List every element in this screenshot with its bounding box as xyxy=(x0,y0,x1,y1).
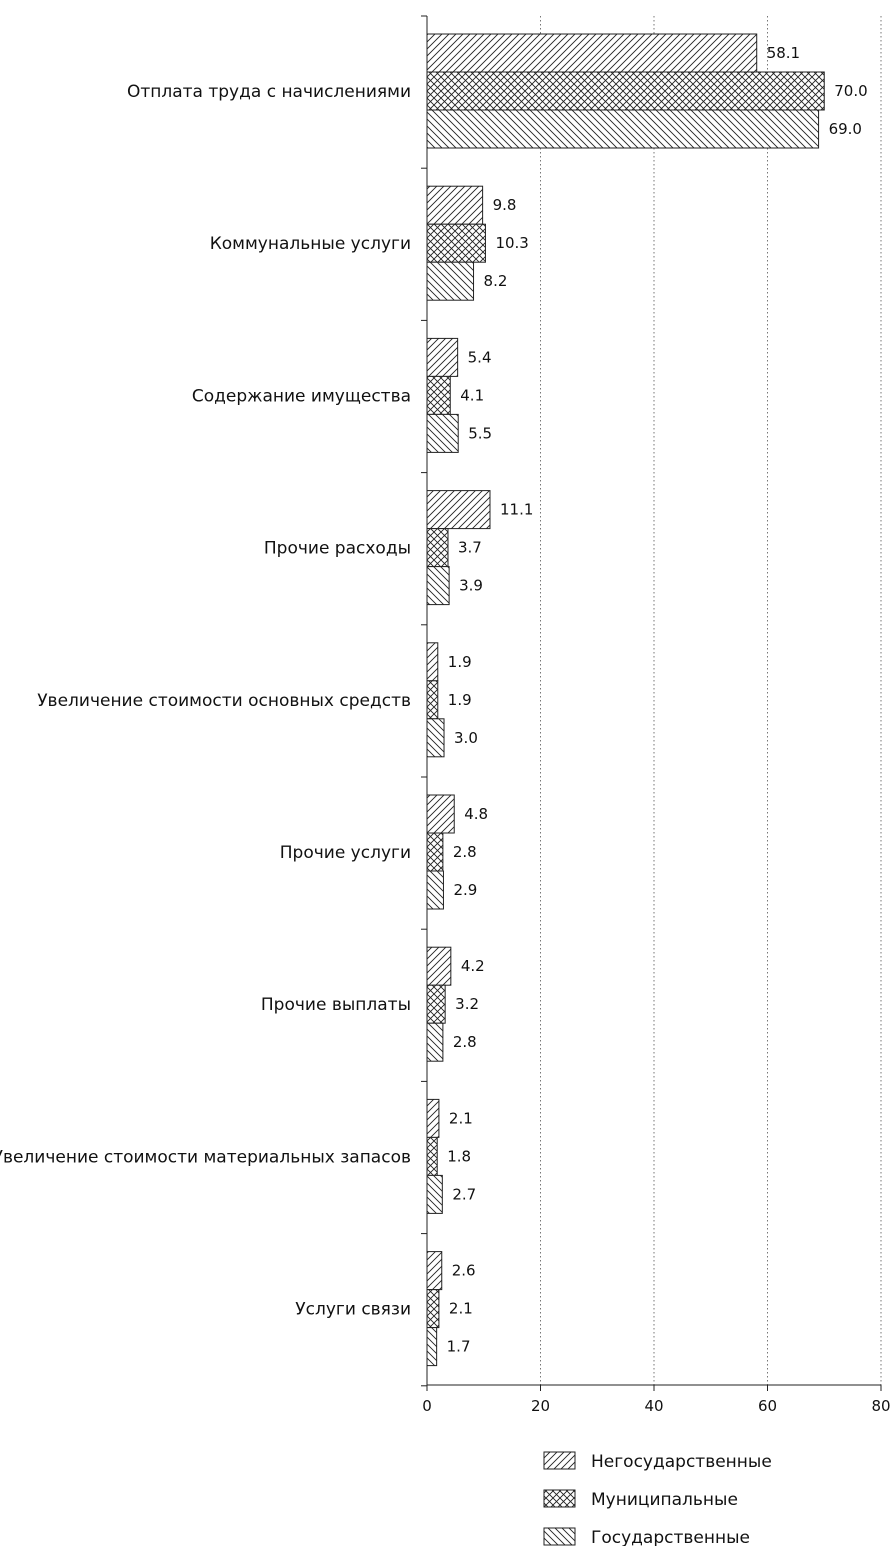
bar xyxy=(426,718,445,758)
data-label: 3.2 xyxy=(455,995,479,1013)
data-label: 2.8 xyxy=(453,1033,477,1051)
category-label: Отплата труда с начислениями xyxy=(127,82,411,102)
data-label: 11.1 xyxy=(500,501,533,519)
bar xyxy=(426,1022,444,1062)
bar xyxy=(426,794,455,834)
bar xyxy=(426,1174,443,1214)
data-label: 2.1 xyxy=(449,1109,473,1127)
category-label: Коммунальные услуги xyxy=(210,234,411,254)
bar xyxy=(426,185,484,225)
legend-label: Государственные xyxy=(591,1528,750,1546)
bar xyxy=(426,642,439,682)
data-label: 3.7 xyxy=(458,539,482,557)
bar xyxy=(426,1327,438,1367)
bar xyxy=(426,566,450,606)
category-label: Прочие расходы xyxy=(264,539,411,559)
category-label: Увеличение стоимости материальных запасо… xyxy=(0,1147,411,1167)
data-label: 58.1 xyxy=(767,44,800,62)
x-tick-label-80: 80 xyxy=(871,1397,890,1415)
data-label: 5.5 xyxy=(468,424,492,442)
bar xyxy=(426,1098,440,1138)
x-tick-label-60: 60 xyxy=(758,1397,777,1415)
data-label: 2.1 xyxy=(449,1300,473,1318)
bar xyxy=(426,680,439,720)
bar xyxy=(426,261,475,301)
bar xyxy=(426,946,452,986)
bar xyxy=(426,1136,438,1176)
data-label: 2.9 xyxy=(453,881,477,899)
bar xyxy=(426,71,825,111)
legend: Негосударственные Муниципальные Государств… xyxy=(543,1451,772,1546)
x-tick-label-0: 0 xyxy=(422,1397,432,1415)
data-label: 2.8 xyxy=(453,843,477,861)
data-label: 70.0 xyxy=(834,82,867,100)
category-label: Услуги связи xyxy=(295,1300,411,1320)
data-label: 2.7 xyxy=(452,1185,476,1203)
x-tick-label-40: 40 xyxy=(644,1397,663,1415)
data-label: 8.2 xyxy=(484,272,508,290)
labels: Отплата труда с начислениями 58.1 70.0 69.0… xyxy=(0,44,868,1356)
data-label: 4.2 xyxy=(461,957,485,975)
bar xyxy=(426,870,444,910)
grid xyxy=(540,16,882,1385)
category-label: Прочие услуги xyxy=(280,843,411,863)
bar xyxy=(426,337,459,377)
data-label: 9.8 xyxy=(493,196,517,214)
legend-swatch xyxy=(543,1489,576,1508)
legend-swatch xyxy=(543,1451,576,1470)
bar xyxy=(426,1251,443,1291)
bar xyxy=(426,375,451,415)
data-label: 3.0 xyxy=(454,729,478,747)
bar xyxy=(426,109,820,149)
legend-label: Муниципальные xyxy=(591,1490,738,1510)
data-label: 1.9 xyxy=(448,691,472,709)
bar xyxy=(426,984,446,1024)
legend-label: Негосударственные xyxy=(591,1452,772,1472)
bar xyxy=(426,832,444,872)
data-label: 1.9 xyxy=(448,653,472,671)
bars xyxy=(426,33,825,1367)
x-tick-label-20: 20 xyxy=(531,1397,550,1415)
bar xyxy=(426,33,758,73)
legend-swatch xyxy=(543,1527,576,1546)
category-label: Увеличение стоимости основных средств xyxy=(37,691,411,711)
data-label: 4.1 xyxy=(460,386,484,404)
data-label: 4.8 xyxy=(464,805,488,823)
data-label: 1.7 xyxy=(447,1338,471,1356)
bar xyxy=(426,490,491,530)
bar xyxy=(426,413,459,453)
category-label: Прочие выплаты xyxy=(261,995,411,1015)
bar xyxy=(426,223,486,263)
axes: 0 20 40 60 80 xyxy=(421,15,891,1415)
data-label: 2.6 xyxy=(452,1262,476,1280)
bar xyxy=(426,528,449,568)
data-label: 10.3 xyxy=(495,234,528,252)
bar xyxy=(426,1289,440,1329)
data-label: 3.9 xyxy=(459,577,483,595)
category-label: Содержание имущества xyxy=(192,386,411,406)
data-label: 69.0 xyxy=(829,120,862,138)
data-label: 5.4 xyxy=(468,348,492,366)
data-label: 1.8 xyxy=(447,1147,471,1165)
